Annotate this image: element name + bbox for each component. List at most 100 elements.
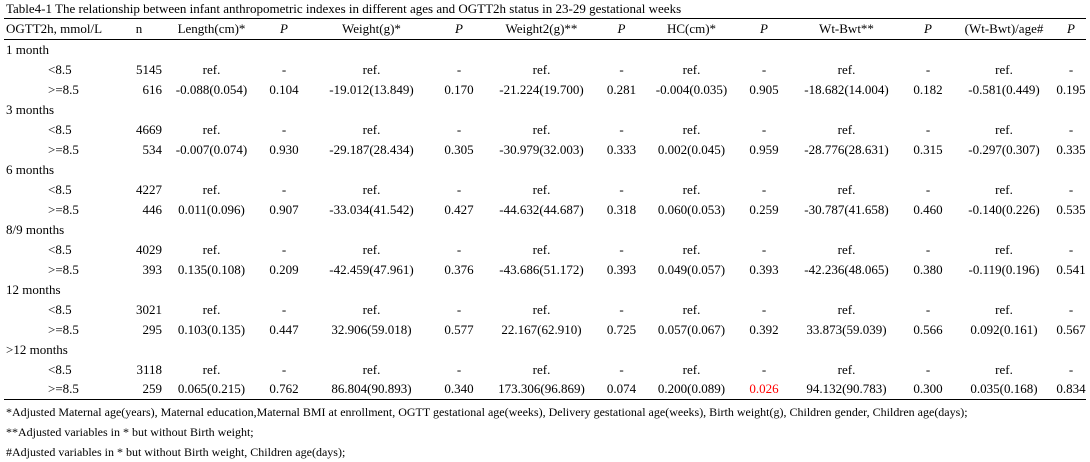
cell-hc: 0.049(0.057) (657, 261, 726, 277)
empty-cell (904, 40, 952, 60)
empty-cell (739, 160, 789, 180)
empty-cell (484, 220, 599, 240)
cell-p: 0.376 (444, 261, 474, 277)
cell-length: 0.135(0.108) (177, 261, 246, 277)
empty-cell (1056, 340, 1086, 360)
cell-p: - (925, 361, 931, 377)
cell-n: 5145 (136, 61, 162, 77)
empty-cell (164, 280, 259, 300)
empty-cell (952, 280, 1056, 300)
group-label: 3 months (6, 101, 55, 117)
cell-hc: ref. (682, 181, 701, 197)
cell-p: - (1068, 121, 1074, 137)
cell-p: 0.905 (749, 81, 779, 97)
cell-p: - (456, 121, 462, 137)
header-row: OGTT2h, mmol/L n Length(cm)* P Weight(g)… (4, 18, 1086, 40)
cell-p: 0.427 (444, 201, 474, 217)
cell-p: 0.380 (913, 261, 943, 277)
table-row: >=8.5 616 -0.088(0.054) 0.104 -19.012(13.849… (4, 80, 1086, 100)
empty-cell (309, 40, 434, 60)
group-label: 6 months (6, 161, 55, 177)
cell-status: <8.5 (48, 61, 72, 77)
cell-p: - (1068, 361, 1074, 377)
cell-wt-bwt: ref. (837, 121, 856, 137)
cell-p: 0.026 (739, 379, 789, 400)
cell-n: 4029 (136, 241, 162, 257)
table-row: <8.5 4227 ref. - ref. - ref. - ref. - ref. - ref. - (4, 180, 1086, 200)
empty-cell (599, 340, 644, 360)
cell-p: - (456, 181, 462, 197)
cell-weight2: -44.632(44.687) (499, 201, 584, 217)
header-p: P (1056, 18, 1086, 40)
empty-cell (114, 220, 164, 240)
empty-cell (259, 100, 309, 120)
cell-p: 0.447 (269, 321, 299, 337)
empty-cell (1056, 40, 1086, 60)
group-label: 8/9 months (6, 221, 65, 237)
cell-p: - (1068, 241, 1074, 257)
cell-hc: -0.004(0.035) (655, 81, 728, 97)
cell-wt-bwt: 94.132(90.783) (789, 379, 904, 400)
cell-status: >=8.5 (48, 141, 79, 157)
group-label: 12 months (6, 281, 61, 297)
empty-cell (259, 220, 309, 240)
cell-p: 0.907 (269, 201, 299, 217)
cell-weight2: -43.686(51.172) (499, 261, 584, 277)
cell-n: 3021 (136, 301, 162, 317)
cell-weight: 86.804(90.893) (309, 379, 434, 400)
cell-length: ref. (202, 61, 221, 77)
cell-weight: -29.187(28.434) (329, 141, 414, 157)
header-wt-bwt: Wt-Bwt** (789, 18, 904, 40)
table-row: >=8.5 534 -0.007(0.074) 0.930 -29.187(28.434… (4, 140, 1086, 160)
cell-p: 0.930 (269, 141, 299, 157)
cell-wt-bwt: ref. (837, 361, 856, 377)
cell-status: <8.5 (48, 121, 72, 137)
empty-cell (309, 100, 434, 120)
cell-wt-bwt: ref. (837, 241, 856, 257)
empty-cell (904, 280, 952, 300)
cell-p: 0.959 (749, 141, 779, 157)
empty-cell (434, 220, 484, 240)
cell-wt-bwt: -18.682(14.004) (804, 81, 889, 97)
cell-p: - (925, 121, 931, 137)
cell-weight2: ref. (532, 241, 551, 257)
cell-p: 0.566 (913, 321, 943, 337)
cell-p: - (281, 61, 287, 77)
cell-weight2: ref. (532, 61, 551, 77)
cell-p: 0.074 (599, 379, 644, 400)
cell-length: ref. (202, 241, 221, 257)
cell-weight2: ref. (532, 121, 551, 137)
empty-cell (789, 280, 904, 300)
cell-p: 0.393 (749, 261, 779, 277)
cell-n: 534 (142, 141, 163, 157)
empty-cell (644, 40, 739, 60)
cell-weight: ref. (362, 181, 381, 197)
cell-weight: ref. (362, 241, 381, 257)
table-row: <8.5 4029 ref. - ref. - ref. - ref. - ref. - ref. - (4, 240, 1086, 260)
empty-cell (739, 220, 789, 240)
empty-cell (644, 340, 739, 360)
empty-cell (1056, 280, 1086, 300)
cell-wt-bwt: -30.787(41.658) (804, 201, 889, 217)
empty-cell (434, 40, 484, 60)
cell-weight2: ref. (532, 361, 551, 377)
cell-p: - (761, 301, 767, 317)
cell-weight: ref. (362, 301, 381, 317)
cell-p: - (761, 361, 767, 377)
cell-weight2: 22.167(62.910) (501, 321, 582, 337)
cell-p: - (281, 361, 287, 377)
header-p: P (434, 18, 484, 40)
cell-weight: ref. (362, 61, 381, 77)
header-weight: Weight(g)* (309, 18, 434, 40)
empty-cell (114, 340, 164, 360)
empty-cell (789, 160, 904, 180)
cell-length: -0.088(0.054) (175, 81, 248, 97)
empty-cell (599, 40, 644, 60)
cell-wt-bwt-age: ref. (995, 61, 1013, 77)
cell-length: 0.103(0.135) (177, 321, 246, 337)
empty-cell (739, 100, 789, 120)
table-body: 1 month <8.5 5145 ref. - ref. - ref. - ref. - ref. -… (4, 40, 1086, 400)
cell-hc: ref. (682, 241, 701, 257)
header-p: P (904, 18, 952, 40)
